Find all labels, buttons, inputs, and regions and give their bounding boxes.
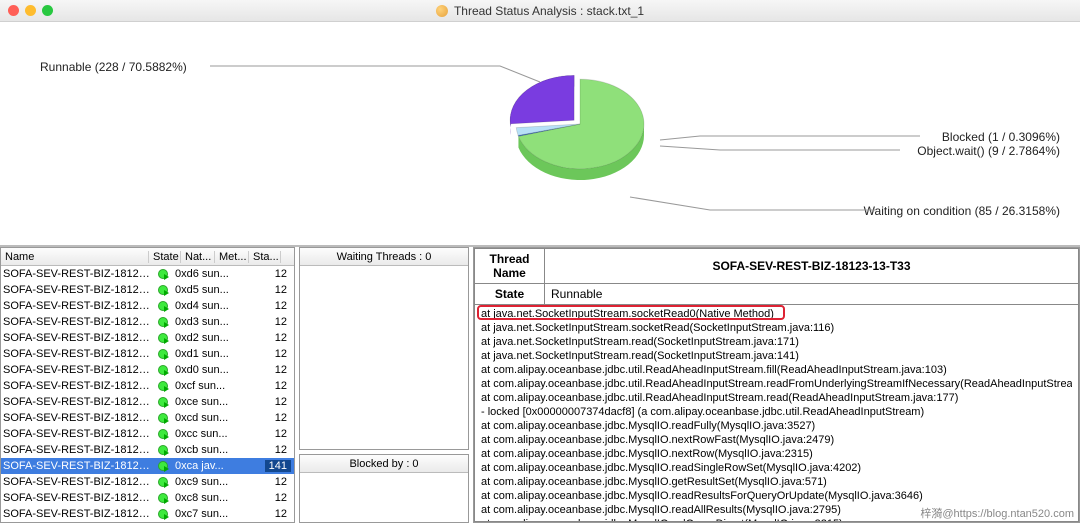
zoom-icon[interactable]	[42, 5, 53, 16]
runnable-icon	[158, 461, 168, 471]
stack-line: at java.net.SocketInputStream.read(Socke…	[481, 335, 1072, 349]
detail-pane: Thread Name SOFA-SEV-REST-BIZ-18123-13-T…	[473, 247, 1080, 523]
table-row[interactable]: SOFA-SEV-REST-BIZ-18123-1...0xd3 sun...1…	[1, 314, 294, 330]
table-row[interactable]: SOFA-SEV-REST-BIZ-18123-1...0xc8 sun...1…	[1, 490, 294, 506]
runnable-icon	[158, 269, 168, 279]
stack-line: at com.alipay.oceanbase.jdbc.MysqlIO.get…	[481, 475, 1072, 489]
table-row[interactable]: SOFA-SEV-REST-BIZ-18123-1...0xd0 sun...1…	[1, 362, 294, 378]
runnable-icon	[158, 493, 168, 503]
table-row[interactable]: SOFA-SEV-REST-BIZ-18123-1...0xd6 sun...1…	[1, 266, 294, 282]
waiting-threads-header: Waiting Threads : 0	[300, 248, 468, 266]
stack-line: at com.alipay.oceanbase.jdbc.util.ReadAh…	[481, 363, 1072, 377]
detail-table: Thread Name SOFA-SEV-REST-BIZ-18123-13-T…	[474, 248, 1079, 305]
thread-list-body[interactable]: SOFA-SEV-REST-BIZ-18123-1...0xd6 sun...1…	[1, 266, 294, 523]
table-row[interactable]: SOFA-SEV-REST-BIZ-18123-1...0xd4 sun...1…	[1, 298, 294, 314]
col-name[interactable]: Name	[1, 251, 149, 263]
stack-line: at com.alipay.oceanbase.jdbc.util.ReadAh…	[481, 377, 1072, 391]
table-row[interactable]: SOFA-SEV-REST-BIZ-18123-1...0xd5 sun...1…	[1, 282, 294, 298]
window-title-text: Thread Status Analysis : stack.txt_1	[454, 4, 644, 18]
stack-line: - locked [0x00000007374dacf8] (a com.ali…	[481, 405, 1072, 419]
stack-line: at java.net.SocketInputStream.socketRead…	[481, 321, 1072, 335]
runnable-icon	[158, 333, 168, 343]
thread-name-label: Thread Name	[475, 249, 545, 284]
runnable-icon	[158, 285, 168, 295]
pie-chart	[500, 52, 660, 212]
stack-line: at com.alipay.oceanbase.jdbc.MysqlIO.rea…	[481, 489, 1072, 503]
stack-line: at java.net.SocketInputStream.read(Socke…	[481, 349, 1072, 363]
thread-list-pane: Name State Nat... Met... Sta... SOFA-SEV…	[0, 247, 295, 523]
col-sta[interactable]: Sta...	[249, 251, 281, 263]
table-row[interactable]: SOFA-SEV-REST-BIZ-18123-1...0xcf sun...1…	[1, 378, 294, 394]
runnable-icon	[158, 301, 168, 311]
thread-list-header: Name State Nat... Met... Sta...	[1, 248, 294, 266]
runnable-icon	[158, 477, 168, 487]
pie-label-runnable: Runnable (228 / 70.5882%)	[40, 60, 187, 74]
table-row[interactable]: SOFA-SEV-REST-BIZ-18123-1...0xd1 sun...1…	[1, 346, 294, 362]
stack-line: at com.alipay.oceanbase.jdbc.MysqlIO.rea…	[481, 419, 1072, 433]
runnable-icon	[158, 349, 168, 359]
col-state[interactable]: State	[149, 251, 181, 263]
pie-label-blocked: Blocked (1 / 0.3096%)	[942, 130, 1060, 144]
table-row[interactable]: SOFA-SEV-REST-BIZ-18123-1...0xca jav...1…	[1, 458, 294, 474]
app-icon	[436, 5, 448, 17]
blocked-by-header: Blocked by : 0	[300, 455, 468, 473]
runnable-icon	[158, 429, 168, 439]
window-title: Thread Status Analysis : stack.txt_1	[436, 4, 644, 18]
state-value: Runnable	[545, 284, 1079, 305]
table-row[interactable]: SOFA-SEV-REST-BIZ-18123-1...0xcb sun...1…	[1, 442, 294, 458]
runnable-icon	[158, 365, 168, 375]
table-row[interactable]: SOFA-SEV-REST-BIZ-18123-1...0xc7 sun...1…	[1, 506, 294, 522]
blocked-by-body[interactable]	[300, 473, 468, 522]
pie-label-objectwait: Object.wait() (9 / 2.7864%)	[917, 144, 1060, 158]
table-row[interactable]: SOFA-SEV-REST-BIZ-18123-1...0xc9 sun...1…	[1, 474, 294, 490]
bottom-panes: Name State Nat... Met... Sta... SOFA-SEV…	[0, 247, 1080, 523]
titlebar: Thread Status Analysis : stack.txt_1	[0, 0, 1080, 22]
waiting-threads-body[interactable]	[300, 266, 468, 449]
stack-trace[interactable]: at java.net.SocketInputStream.socketRead…	[474, 305, 1079, 522]
stack-line: at com.alipay.oceanbase.jdbc.MysqlIO.nex…	[481, 433, 1072, 447]
runnable-icon	[158, 317, 168, 327]
table-row[interactable]: SOFA-SEV-REST-BIZ-18123-1...0xcc sun...1…	[1, 426, 294, 442]
stack-line: at com.alipay.oceanbase.jdbc.MysqlIO.rea…	[481, 461, 1072, 475]
table-row[interactable]: SOFA-SEV-REST-BIZ-18123-1...0xce sun...1…	[1, 394, 294, 410]
table-row[interactable]: SOFA-SEV-REST-BIZ-18123-1...0xd2 sun...1…	[1, 330, 294, 346]
window-controls	[8, 5, 53, 16]
col-met[interactable]: Met...	[215, 251, 249, 263]
center-panes: Waiting Threads : 0 Blocked by : 0	[299, 247, 469, 523]
stack-line: at com.alipay.oceanbase.jdbc.util.ReadAh…	[481, 391, 1072, 405]
pie-chart-area: Runnable (228 / 70.5882%) Blocked (1 / 0…	[0, 22, 1080, 247]
runnable-icon	[158, 413, 168, 423]
runnable-icon	[158, 397, 168, 407]
runnable-icon	[158, 381, 168, 391]
watermark: 梓漪@https://blog.ntan520.com	[920, 505, 1074, 521]
stack-line: at com.alipay.oceanbase.jdbc.MysqlIO.nex…	[481, 447, 1072, 461]
table-row[interactable]: SOFA-SEV-REST-BIZ-18123-1...0xcd sun...1…	[1, 410, 294, 426]
state-label: State	[475, 284, 545, 305]
col-nat[interactable]: Nat...	[181, 251, 215, 263]
runnable-icon	[158, 509, 168, 519]
runnable-icon	[158, 445, 168, 455]
pie-label-waiting: Waiting on condition (85 / 26.3158%)	[864, 204, 1060, 218]
stack-line: at java.net.SocketInputStream.socketRead…	[481, 307, 1072, 321]
thread-name-value: SOFA-SEV-REST-BIZ-18123-13-T33	[545, 249, 1079, 284]
close-icon[interactable]	[8, 5, 19, 16]
minimize-icon[interactable]	[25, 5, 36, 16]
